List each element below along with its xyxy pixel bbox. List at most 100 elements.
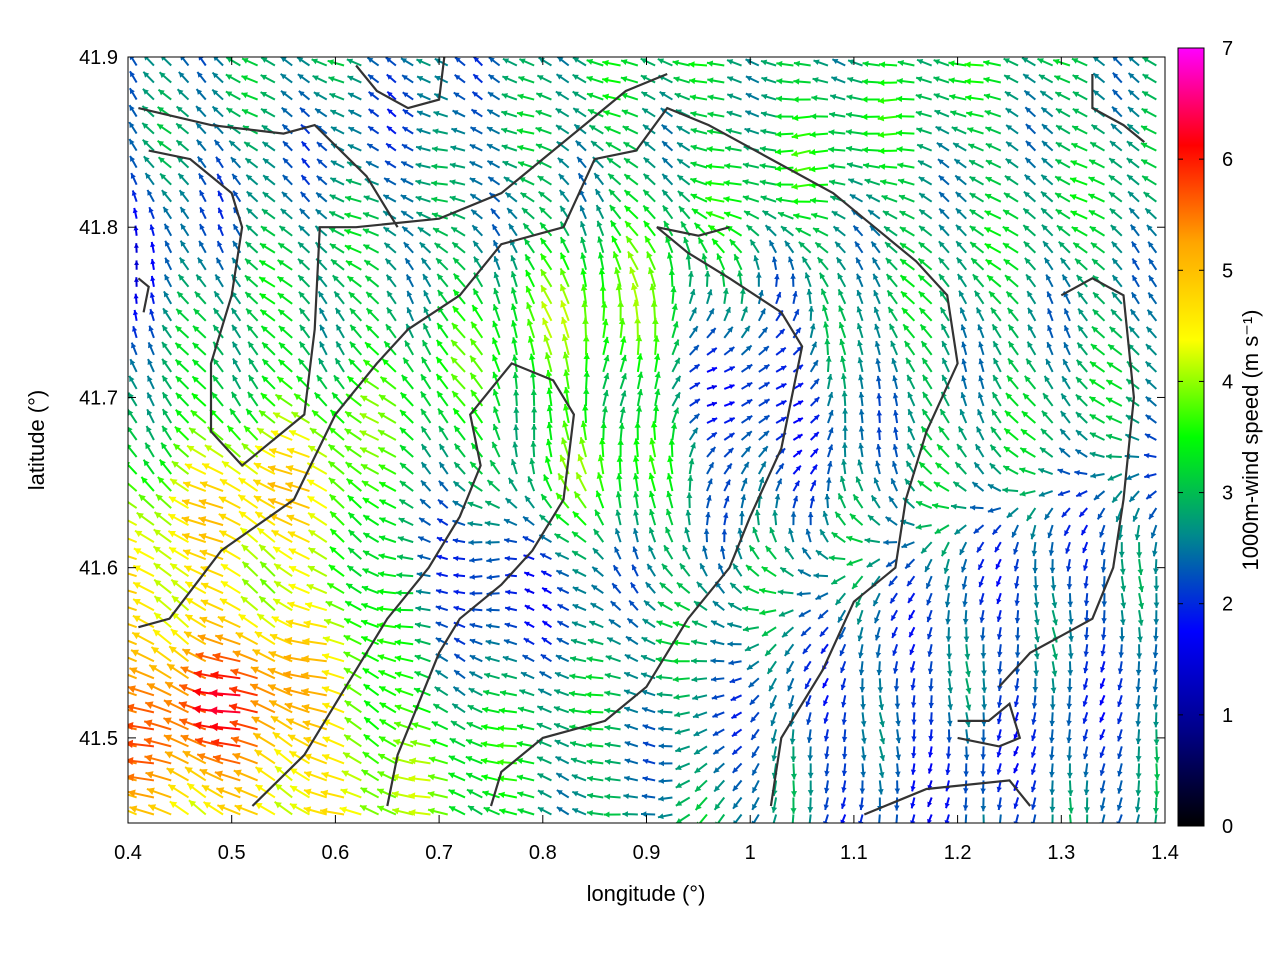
wind-vector xyxy=(732,779,743,792)
wind-vector xyxy=(961,375,968,390)
wind-vector xyxy=(827,427,834,441)
wind-vector xyxy=(891,460,899,475)
wind-vector xyxy=(243,141,259,152)
wind-vector xyxy=(1153,593,1160,608)
wind-vector xyxy=(485,623,500,629)
wind-vector xyxy=(906,575,916,587)
wind-vector xyxy=(952,480,967,492)
wind-vector xyxy=(982,814,985,823)
wind-vector xyxy=(427,807,448,816)
wind-vector xyxy=(152,545,172,560)
wind-vector xyxy=(1022,73,1036,84)
wind-vector xyxy=(877,97,898,105)
wind-vector xyxy=(209,689,241,698)
wind-vector xyxy=(909,661,916,673)
wind-vector xyxy=(492,337,501,356)
wind-vector xyxy=(593,172,605,186)
wind-vector xyxy=(1096,507,1106,520)
wind-vector xyxy=(1070,160,1088,169)
wind-vector xyxy=(860,695,866,710)
wind-vector xyxy=(301,703,328,714)
wind-vector xyxy=(530,389,537,406)
wind-vector xyxy=(453,653,466,663)
wind-vector xyxy=(757,289,764,305)
wind-vector xyxy=(962,797,969,811)
wind-vector xyxy=(1071,226,1088,237)
wind-vector xyxy=(144,701,172,714)
wind-vector xyxy=(816,256,829,271)
wind-vector xyxy=(517,706,535,714)
wind-vector xyxy=(245,207,259,220)
wind-vector xyxy=(723,346,735,356)
wind-vector xyxy=(157,476,172,492)
wind-vector xyxy=(980,644,987,659)
wind-vector xyxy=(571,807,587,816)
wind-vector xyxy=(805,694,812,708)
wind-vector xyxy=(964,61,984,68)
wind-vector xyxy=(329,409,345,424)
wind-vector xyxy=(910,814,916,823)
wind-vector xyxy=(596,472,605,492)
wind-vector xyxy=(1034,627,1041,643)
wind-vector xyxy=(808,306,815,321)
wind-vector xyxy=(328,493,345,509)
wind-vector xyxy=(228,140,242,152)
wind-vector xyxy=(128,622,137,629)
wind-vector xyxy=(260,57,276,67)
wind-vector xyxy=(851,575,864,590)
wind-vector xyxy=(827,444,834,458)
wind-vector xyxy=(985,159,1002,169)
wind-vector xyxy=(774,493,781,509)
wind-vector xyxy=(784,240,795,254)
wind-vector xyxy=(282,140,293,152)
wind-vector xyxy=(416,211,431,220)
wind-vector xyxy=(365,291,380,305)
wind-vector xyxy=(561,334,570,356)
wind-vector xyxy=(825,356,832,372)
wind-vector xyxy=(128,537,138,544)
wind-vector xyxy=(673,76,690,84)
wind-vector xyxy=(487,176,501,186)
wind-vector xyxy=(706,366,718,373)
wind-vector xyxy=(308,546,328,561)
wind-vector xyxy=(518,689,535,697)
wind-vector xyxy=(740,445,752,458)
wind-vector xyxy=(406,290,415,305)
wind-vector xyxy=(841,780,847,793)
wind-vector xyxy=(364,341,380,356)
wind-vector xyxy=(995,575,1002,587)
wind-vector xyxy=(616,455,624,475)
wind-vector xyxy=(378,735,397,748)
wind-vector xyxy=(307,512,328,526)
wind-vector xyxy=(453,637,466,646)
wind-vector xyxy=(577,453,587,475)
wind-vector xyxy=(544,455,553,475)
wind-vector xyxy=(761,565,777,578)
wind-vector xyxy=(710,676,725,682)
wind-vector xyxy=(896,146,915,153)
wind-vector xyxy=(682,544,691,560)
wind-vector xyxy=(906,374,916,390)
wind-vector xyxy=(128,756,155,766)
wind-vector xyxy=(486,479,501,492)
wind-vector xyxy=(846,162,863,169)
wind-vector xyxy=(1128,490,1140,503)
wind-vector xyxy=(385,57,397,67)
wind-vector xyxy=(259,578,276,594)
wind-vector xyxy=(759,179,777,186)
wind-vector xyxy=(436,273,449,288)
y-tick-label: 41.9 xyxy=(79,47,118,69)
wind-vector xyxy=(1032,576,1039,591)
wind-vector xyxy=(252,648,276,663)
wind-vector xyxy=(991,524,1002,536)
wind-vector xyxy=(420,408,432,424)
wind-vector xyxy=(344,427,362,441)
wind-vector xyxy=(984,126,1002,135)
wind-vector xyxy=(823,797,829,811)
wind-vector xyxy=(895,729,902,744)
wind-vector xyxy=(907,391,916,407)
wind-vector xyxy=(198,189,207,203)
wind-vector xyxy=(220,563,241,578)
wind-vector xyxy=(608,188,622,203)
